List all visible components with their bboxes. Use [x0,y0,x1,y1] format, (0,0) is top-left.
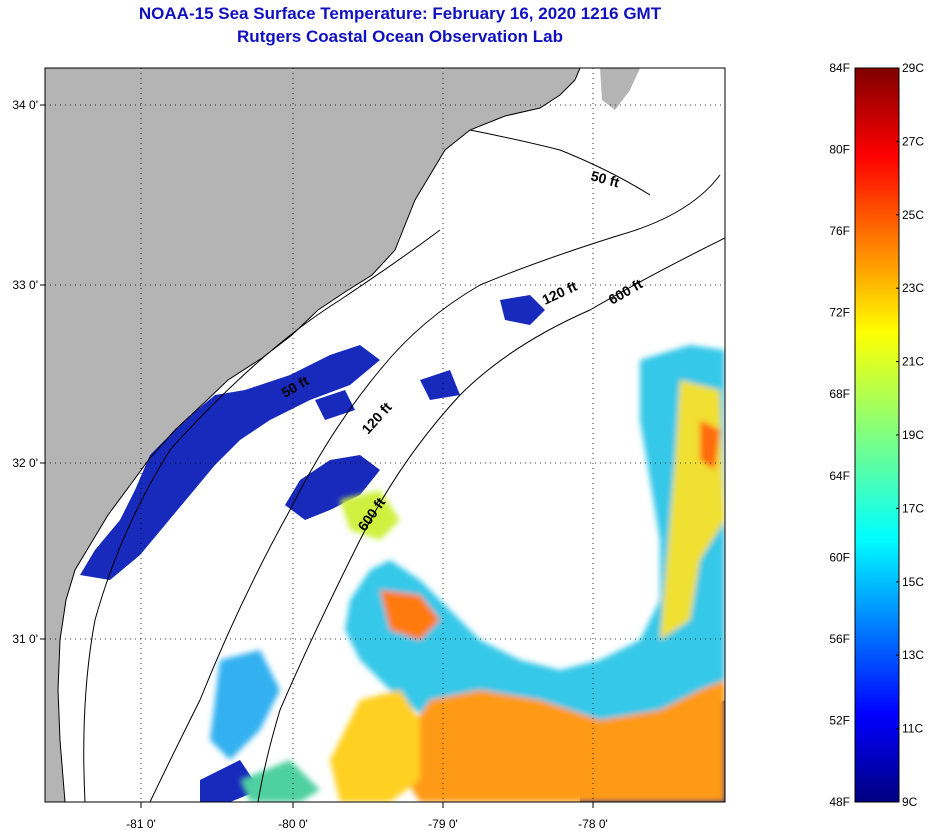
isobath-label-600ft-north: 600 ft [606,275,646,307]
colorbar-label-c: 19C [902,428,924,442]
lon-label-80: -80 0' [278,817,308,831]
isobath-label-120ft-north: 120 ft [540,278,580,308]
colorbar-label-f: 80F [829,143,850,157]
colorbar-label-c: 21C [902,355,924,369]
land-mass [45,68,580,802]
colorbar-label-f: 68F [829,387,850,401]
lat-label-32: 32 0' [12,456,38,470]
isobath-600ft [257,237,725,802]
lon-label-78: -78 0' [578,817,608,831]
colorbar-label-f: 84F [829,61,850,75]
lat-label-33: 33 0' [12,278,38,292]
lat-label-34: 34 0' [12,98,38,112]
colorbar-label-c: 17C [902,501,924,515]
isobath-50ft [83,129,651,802]
colorbar-legend: 84F 80F 76F 72F 68F 64F 60F 56F 52F 48F 29C 27C 25C… [829,61,924,809]
colorbar-label-f: 64F [829,469,850,483]
colorbar-label-c: 29C [902,61,924,75]
colorbar-label-f: 72F [829,306,850,320]
colorbar-label-f: 48F [829,795,850,809]
colorbar [854,67,900,803]
colorbar-label-c: 27C [902,134,924,148]
lat-label-31: 31 0' [12,632,38,646]
colorbar-label-c: 25C [902,208,924,222]
isobath-label-120ft-south: 120 ft [358,399,395,437]
colorbar-label-c: 23C [902,281,924,295]
colorbar-label-c: 15C [902,575,924,589]
colorbar-label-c: 13C [902,648,924,662]
colorbar-label-f: 56F [829,632,850,646]
colorbar-label-f: 76F [829,224,850,238]
colorbar-label-c: 11C [902,722,923,736]
lon-label-79: -79 0' [428,817,458,831]
colorbar-label-f: 52F [829,713,850,727]
map-frame [44,67,726,803]
colorbar-label-f: 60F [829,550,850,564]
colorbar-label-c: 9C [902,795,918,809]
map-title: NOAA-15 Sea Surface Temperature: Februar… [138,4,662,23]
map-subtitle: Rutgers Coastal Ocean Observation Lab [237,27,563,46]
isobath-label-50ft-north: 50 ft [589,167,621,190]
lon-label-81: -81 0' [126,817,156,831]
isobath-120ft [149,174,721,802]
